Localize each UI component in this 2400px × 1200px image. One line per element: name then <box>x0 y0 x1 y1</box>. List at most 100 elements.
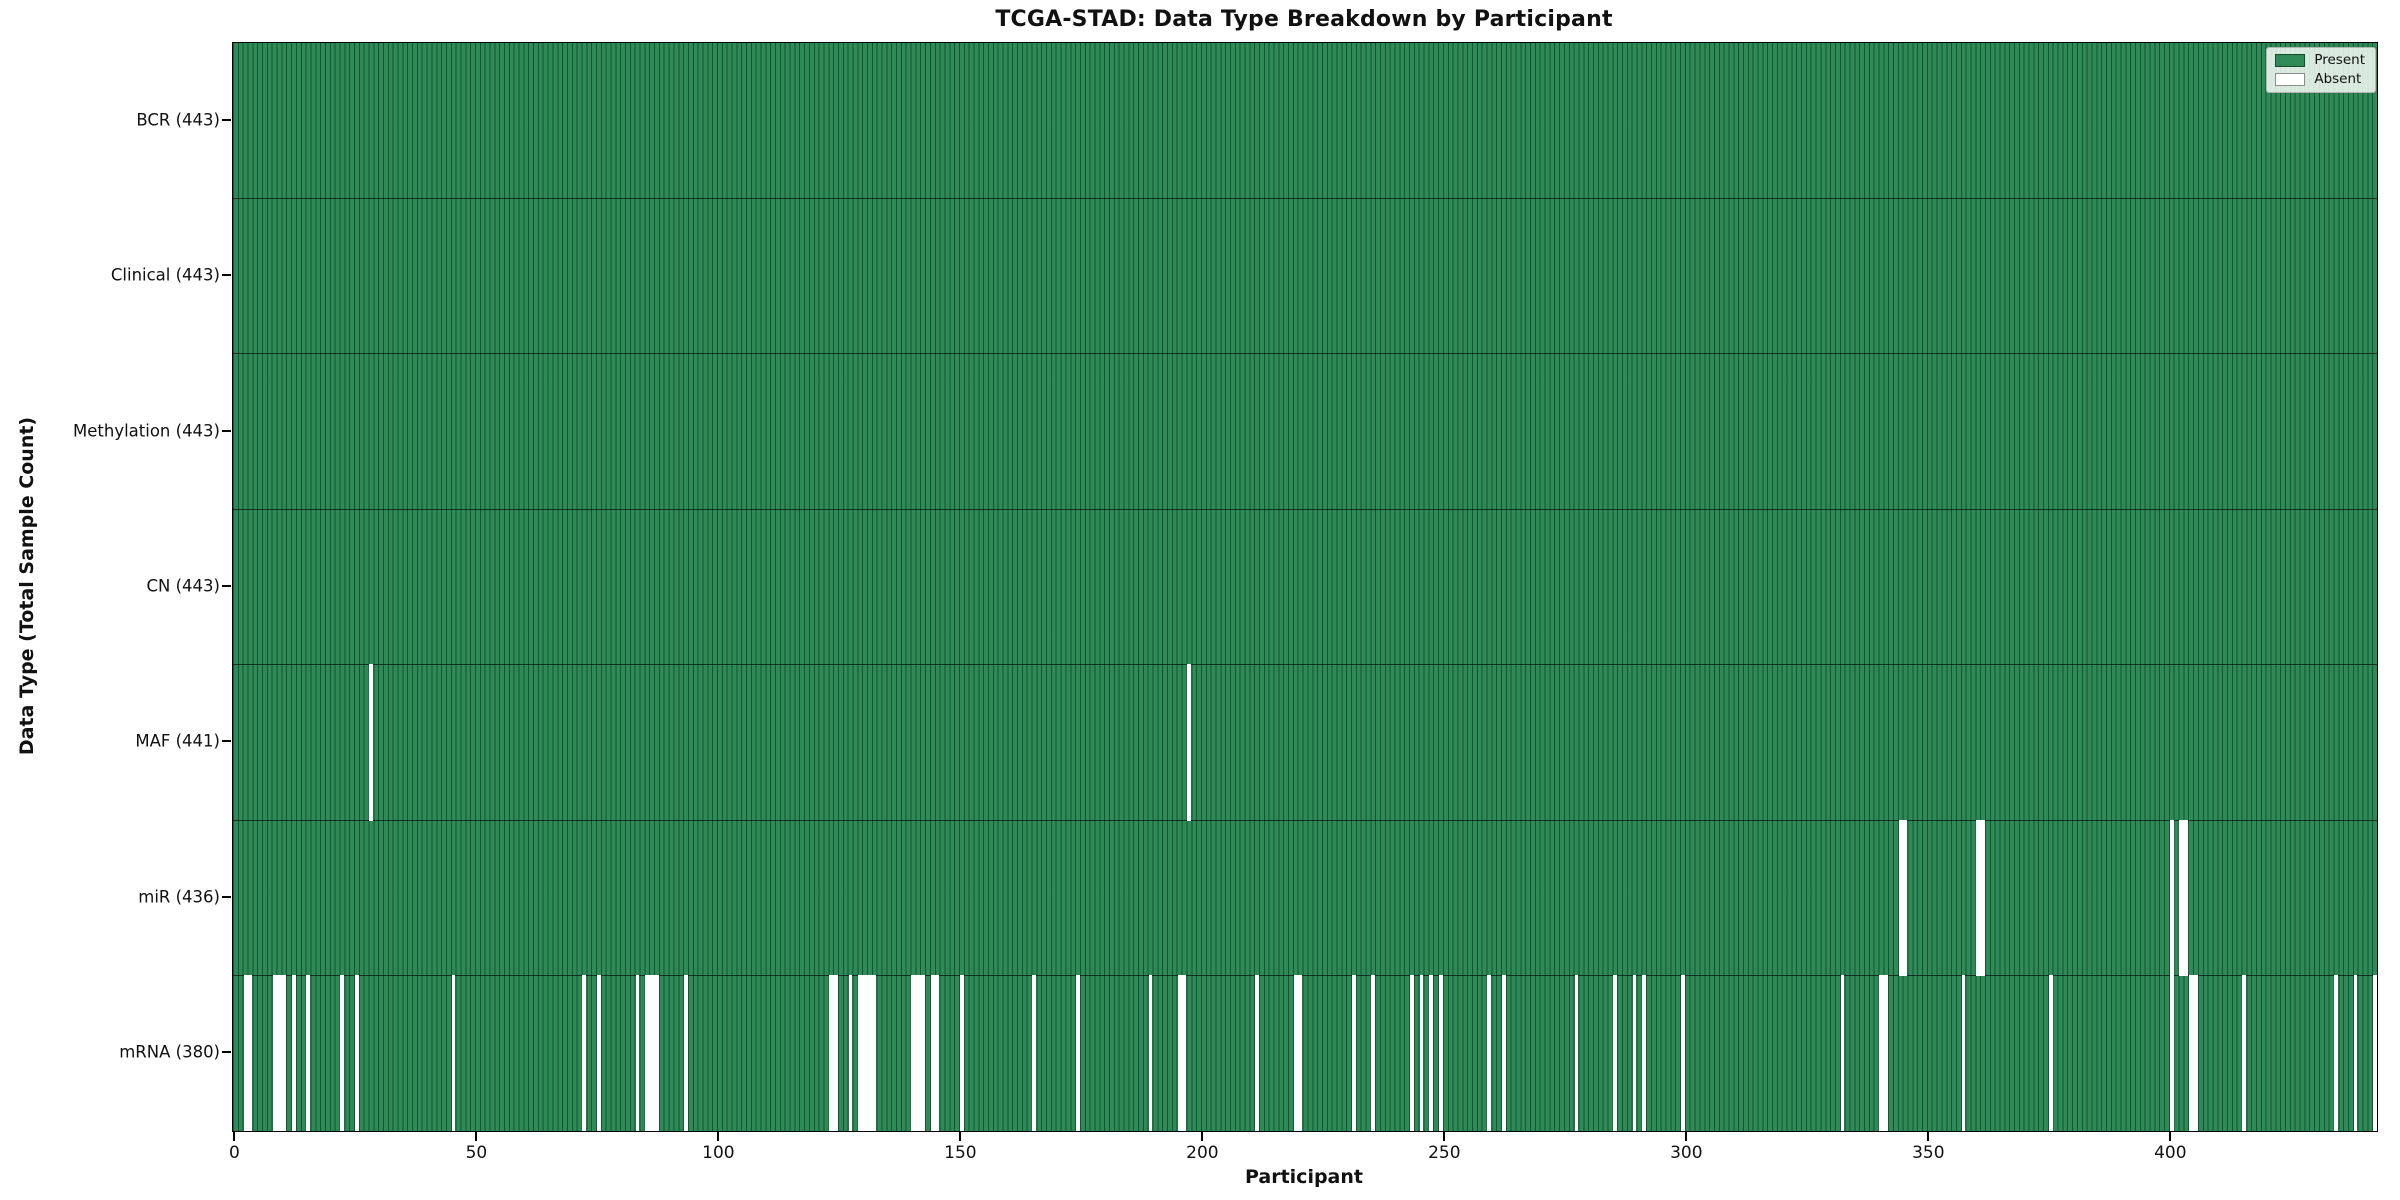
xtick-label: 350 <box>1912 1143 1945 1163</box>
absent-stripe <box>959 975 964 1131</box>
absent-stripe <box>635 975 640 1131</box>
xtick-label: 250 <box>1428 1143 1461 1163</box>
xtick-mark <box>475 1132 478 1141</box>
absent-stripe <box>911 975 925 1131</box>
absent-stripe <box>1680 975 1685 1131</box>
absent-stripe <box>369 664 374 821</box>
legend-swatch-present-icon <box>2275 54 2306 68</box>
absent-stripe <box>1976 819 1985 977</box>
absent-stripe <box>582 975 587 1131</box>
xtick-label: 100 <box>702 1143 735 1163</box>
ytick-label-mir: miR (436) <box>138 887 220 907</box>
legend-label-present: Present <box>2314 52 2365 68</box>
absent-stripe <box>645 975 659 1131</box>
y-axis-label: Data Type (Total Sample Count) <box>16 416 38 756</box>
xtick-mark <box>1201 1132 1204 1141</box>
ytick-mark <box>222 895 231 898</box>
absent-stripe <box>1487 975 1492 1131</box>
xtick-mark <box>233 1132 236 1141</box>
xtick-mark <box>1685 1132 1688 1141</box>
absent-stripe <box>1076 975 1080 1131</box>
row-divider <box>233 197 2377 199</box>
chart-title: TCGA-STAD: Data Type Breakdown by Partic… <box>995 7 1613 32</box>
xtick-label: 300 <box>1670 1143 1703 1163</box>
ytick-mark <box>222 274 231 277</box>
xtick-label: 50 <box>465 1143 488 1163</box>
xtick-mark <box>717 1132 720 1141</box>
absent-stripe <box>243 975 253 1131</box>
legend-item-absent: Absent <box>2275 70 2365 87</box>
ytick-label-bcr: BCR (443) <box>136 110 220 130</box>
absent-stripe <box>2189 975 2198 1131</box>
row-divider <box>233 664 2377 666</box>
absent-stripe <box>1293 975 1303 1131</box>
xtick-label: 0 <box>228 1143 240 1163</box>
absent-stripe <box>848 975 853 1131</box>
legend: Present Absent <box>2266 47 2376 93</box>
absent-stripe <box>1148 975 1153 1131</box>
absent-stripe <box>1574 975 1579 1131</box>
row-divider <box>233 353 2377 355</box>
absent-stripe <box>2353 975 2358 1131</box>
absent-stripe <box>1419 975 1424 1131</box>
absent-stripe <box>829 975 838 1131</box>
xtick-mark <box>1927 1132 1930 1141</box>
xtick-label: 200 <box>1186 1143 1219 1163</box>
absent-stripe <box>2048 975 2053 1131</box>
legend-swatch-absent-icon <box>2275 72 2306 86</box>
absent-stripe <box>306 975 311 1131</box>
absent-stripe <box>2373 975 2377 1131</box>
ytick-label-methylation: Methylation (443) <box>73 421 220 441</box>
absent-stripe <box>1351 975 1356 1131</box>
x-axis-label: Participant <box>1244 1166 1363 1188</box>
absent-stripe <box>1898 819 1908 977</box>
absent-stripe <box>1961 975 1966 1131</box>
absent-stripe <box>340 975 345 1131</box>
absent-stripe <box>1429 975 1434 1131</box>
absent-stripe <box>1409 975 1414 1131</box>
legend-label-absent: Absent <box>2314 70 2362 87</box>
ytick-mark <box>222 118 231 121</box>
absent-stripe <box>596 975 601 1131</box>
absent-stripe <box>1255 975 1259 1131</box>
absent-stripe <box>2169 819 2174 977</box>
absent-stripe <box>1177 975 1187 1131</box>
absent-stripe <box>2334 975 2339 1131</box>
ytick-mark <box>222 585 231 587</box>
ytick-mark <box>222 740 231 743</box>
xtick-mark <box>1443 1132 1446 1141</box>
ytick-mark <box>222 1051 231 1054</box>
absent-stripe <box>1187 664 1192 821</box>
absent-stripe <box>451 975 456 1131</box>
absent-stripe <box>2169 975 2174 1131</box>
absent-stripe <box>1438 975 1443 1131</box>
xtick-mark <box>2169 1132 2172 1141</box>
absent-stripe <box>683 975 688 1131</box>
absent-stripe <box>2242 975 2247 1131</box>
absent-stripe <box>858 975 877 1131</box>
ytick-mark <box>222 429 231 432</box>
row-divider <box>233 819 2377 821</box>
plot-area <box>232 42 2378 1132</box>
absent-stripe <box>1501 975 1506 1131</box>
ytick-label-clinical: Clinical (443) <box>110 265 220 285</box>
absent-stripe <box>1642 975 1646 1131</box>
xtick-label: 400 <box>2154 1143 2187 1163</box>
absent-stripe <box>1632 975 1637 1131</box>
row-divider <box>233 975 2377 977</box>
row-divider <box>233 508 2377 510</box>
absent-stripe <box>354 975 359 1131</box>
xtick-mark <box>959 1132 962 1141</box>
absent-stripe <box>1879 975 1888 1131</box>
ytick-label-mrna: mRNA (380) <box>119 1042 220 1062</box>
absent-stripe <box>291 975 296 1131</box>
absent-stripe <box>1371 975 1375 1131</box>
legend-item-present: Present <box>2275 52 2365 68</box>
absent-stripe <box>1032 975 1037 1131</box>
absent-stripe <box>930 975 940 1131</box>
absent-stripe <box>2179 819 2189 977</box>
absent-stripe <box>272 975 287 1131</box>
ytick-label-maf: MAF (441) <box>135 731 220 751</box>
ytick-label-cn: CN (443) <box>146 576 220 596</box>
